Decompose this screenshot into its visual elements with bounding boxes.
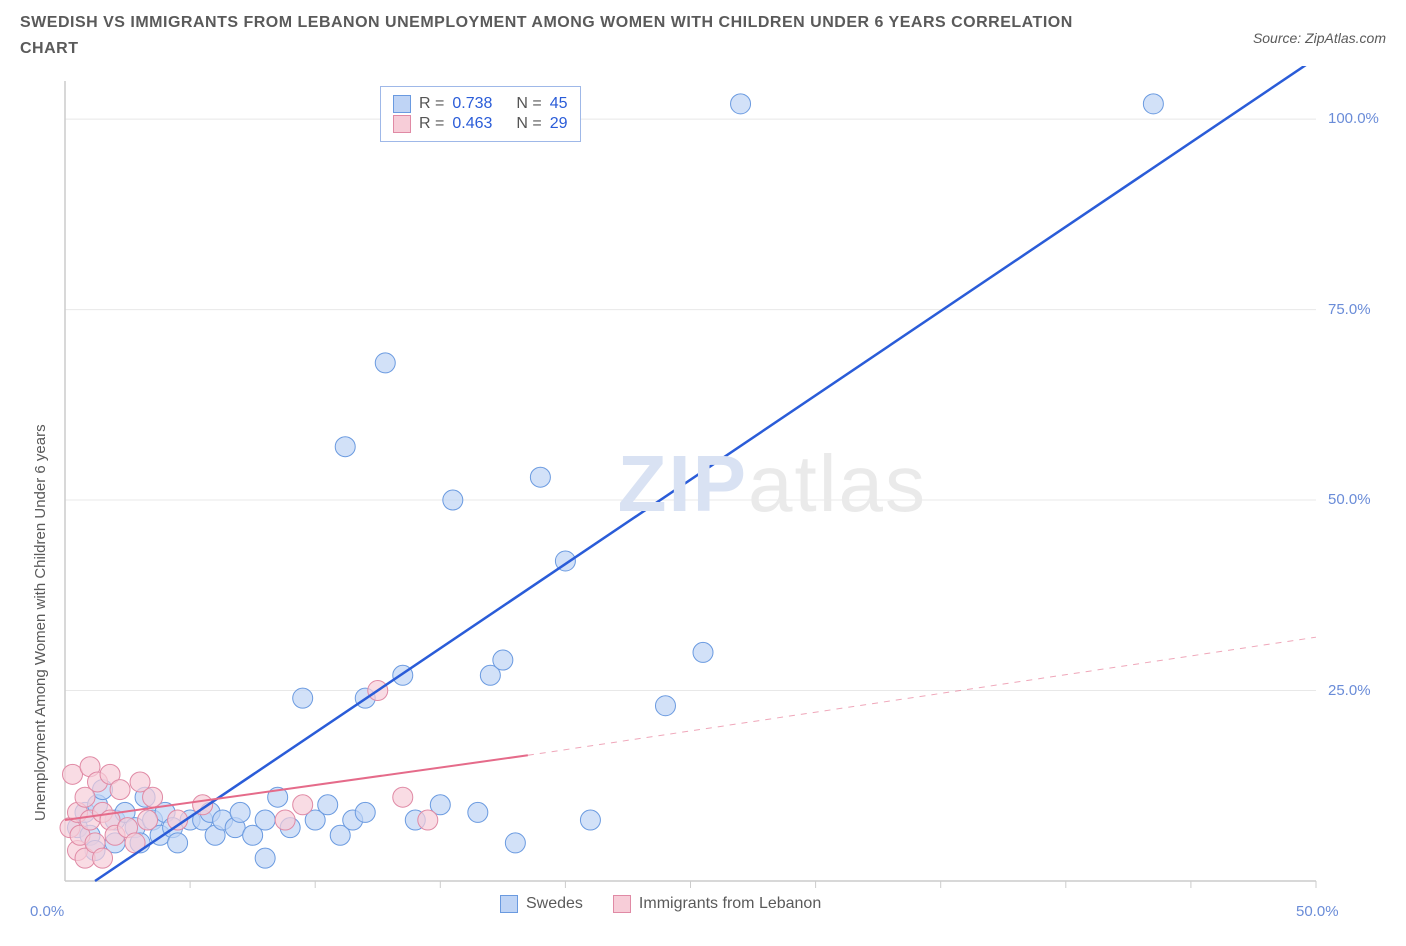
chart-canvas (10, 66, 1396, 936)
stats-row: R = 0.463 N = 29 (393, 115, 568, 133)
stat-r-value: 0.738 (452, 95, 492, 113)
stat-n-value: 29 (550, 115, 568, 133)
y-tick-label: 50.0% (1328, 491, 1371, 508)
legend-label: Immigrants from Lebanon (639, 895, 821, 913)
y-tick-label: 100.0% (1328, 110, 1379, 127)
stat-r-label: R = (419, 115, 444, 133)
stat-n-label: N = (516, 95, 541, 113)
y-tick-label: 75.0% (1328, 301, 1371, 318)
source-attribution: Source: ZipAtlas.com (1253, 10, 1386, 46)
stats-row: R = 0.738 N = 45 (393, 95, 568, 113)
x-tick-label: 0.0% (30, 903, 64, 920)
stat-r-value: 0.463 (452, 115, 492, 133)
x-tick-label: 50.0% (1296, 903, 1339, 920)
chart-title: SWEDISH VS IMMIGRANTS FROM LEBANON UNEMP… (20, 10, 1120, 61)
legend-label: Swedes (526, 895, 583, 913)
legend-swatch (393, 115, 411, 133)
legend-swatch (393, 95, 411, 113)
legend-swatch (613, 895, 631, 913)
y-axis-label: Unemployment Among Women with Children U… (32, 425, 49, 822)
stat-n-label: N = (516, 115, 541, 133)
stat-r-label: R = (419, 95, 444, 113)
legend-item: Swedes (500, 895, 583, 913)
series-legend: Swedes Immigrants from Lebanon (500, 895, 821, 913)
correlation-stats-box: R = 0.738 N = 45 R = 0.463 N = 29 (380, 86, 581, 142)
stat-n-value: 45 (550, 95, 568, 113)
y-tick-label: 25.0% (1328, 682, 1371, 699)
legend-swatch (500, 895, 518, 913)
legend-item: Immigrants from Lebanon (613, 895, 821, 913)
scatter-chart: ZIPatlas Unemployment Among Women with C… (10, 66, 1396, 936)
